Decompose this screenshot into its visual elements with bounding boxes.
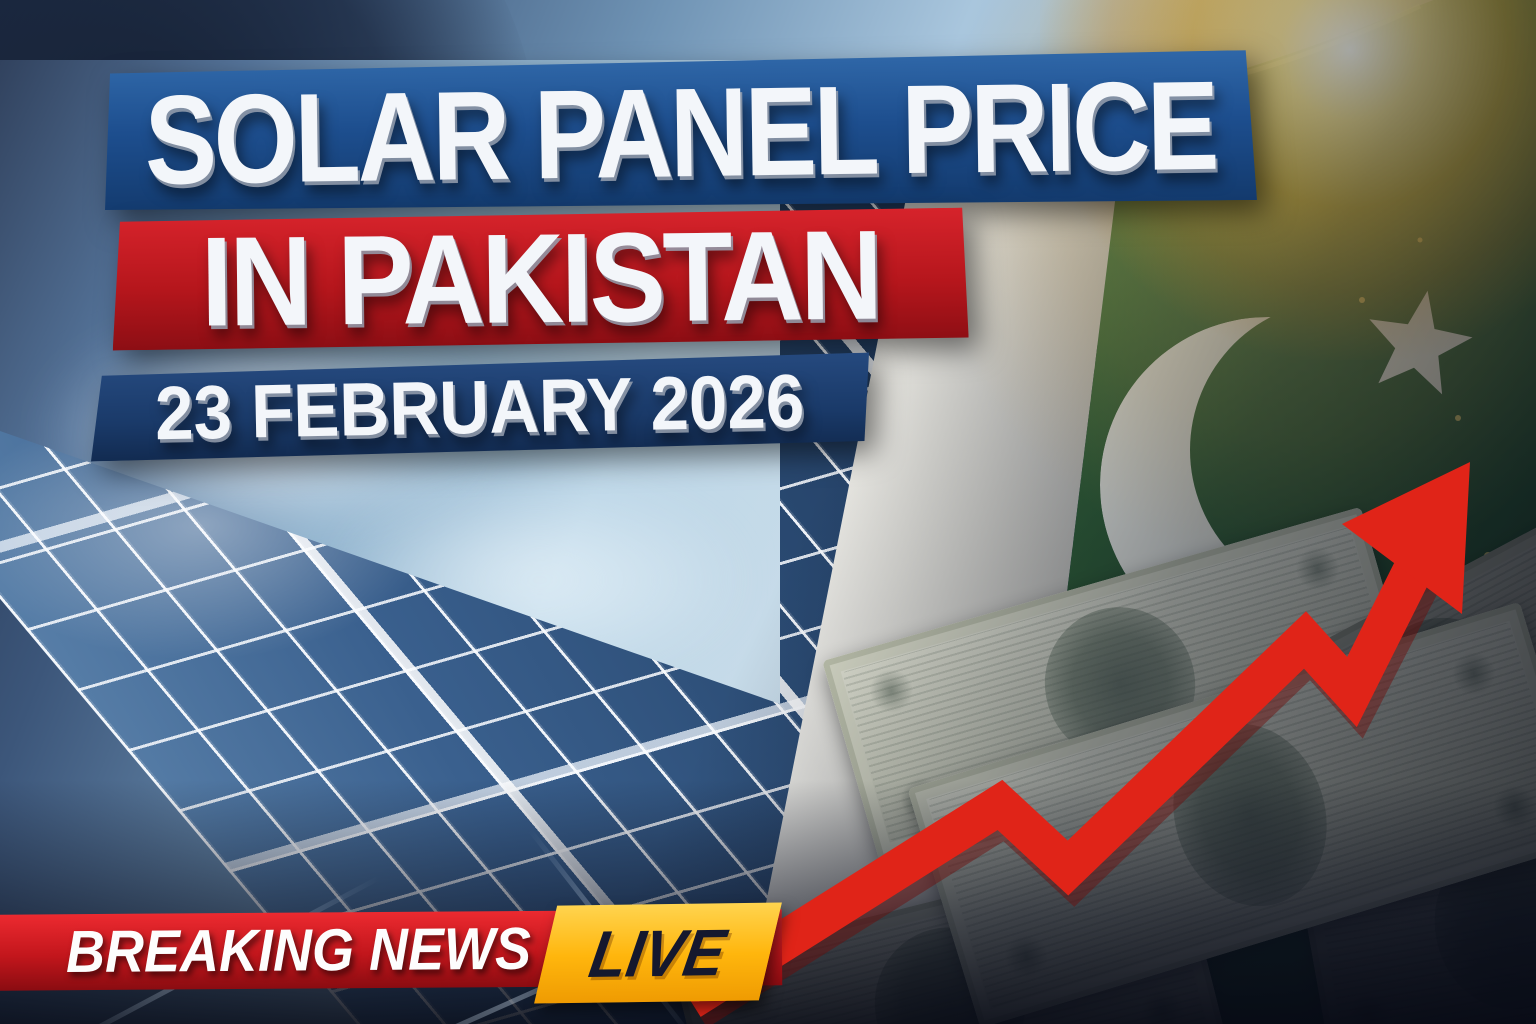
live-text: LIVE (585, 915, 731, 991)
live-badge: LIVE (534, 902, 782, 1004)
date-text: 23 FEBRUARY 2026 (154, 358, 806, 456)
breaking-news-text: BREAKING NEWS (65, 915, 532, 986)
arrow-head (1342, 462, 1470, 614)
headline-banner-secondary: IN PAKISTAN (111, 208, 968, 351)
headline-text-line1: SOLAR PANEL PRICE (143, 54, 1217, 211)
headline-text-line2: IN PAKISTAN (199, 204, 881, 353)
arrow-shaft (679, 563, 1430, 1017)
headline-banner-primary: SOLAR PANEL PRICE (103, 50, 1257, 216)
